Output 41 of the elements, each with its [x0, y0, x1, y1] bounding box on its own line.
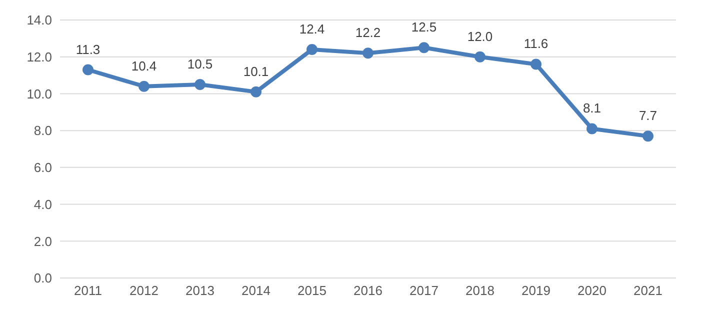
- point: [194, 79, 206, 90]
- point: [250, 86, 262, 98]
- y-tick-label: 8.0: [34, 123, 52, 138]
- data-label: 8.1: [582, 100, 602, 116]
- y-tick-label: 6.0: [34, 160, 52, 176]
- y-tick-label: 2.0: [34, 234, 52, 249]
- point: [82, 64, 94, 76]
- data-label: 12.5: [411, 20, 437, 35]
- x-tick-label: 2020: [578, 283, 606, 298]
- point: [362, 48, 374, 59]
- y-tick-label: 4.0: [34, 196, 52, 212]
- data-label: 12.0: [467, 28, 493, 44]
- x-tick-label: 2019: [522, 283, 550, 298]
- x-tick-label: 2014: [242, 283, 270, 298]
- x-tick-label: 2018: [466, 283, 494, 298]
- point: [138, 80, 150, 92]
- data-label: 11.6: [524, 36, 548, 52]
- y-tick-label: 14.0: [26, 12, 52, 28]
- y-tick-label: 0.0: [34, 270, 52, 286]
- x-tick-label: 2013: [186, 283, 214, 298]
- data-label: 12.4: [299, 21, 325, 36]
- point: [530, 58, 542, 70]
- x-tick-label: 2017: [410, 283, 438, 298]
- point: [474, 51, 486, 62]
- x-tick-label: 2021: [634, 283, 662, 298]
- point: [586, 123, 598, 134]
- data-label: 7.7: [638, 108, 658, 124]
- x-tick-label: 2011: [74, 283, 102, 298]
- data-label: 10.4: [131, 58, 157, 74]
- x-tick-label: 2012: [130, 283, 158, 298]
- data-label: 10.5: [187, 56, 213, 72]
- point: [418, 42, 430, 54]
- y-tick-label: 10.0: [26, 86, 52, 102]
- data-label: 12.2: [355, 25, 381, 40]
- point: [642, 130, 654, 142]
- x-tick-label: 2015: [298, 283, 326, 298]
- point: [306, 44, 318, 55]
- data-label: 10.1: [243, 64, 269, 79]
- x-tick-label: 2016: [354, 283, 382, 298]
- y-tick-label: 12.0: [26, 49, 52, 64]
- data-label: 11.3: [76, 42, 100, 57]
